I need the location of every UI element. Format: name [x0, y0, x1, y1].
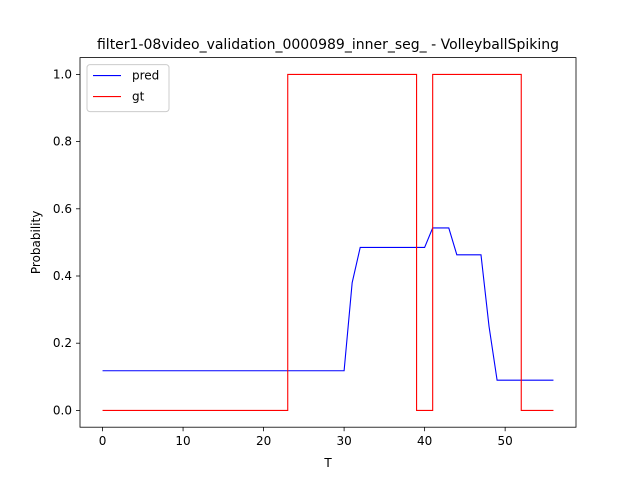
- x-tick-label: 40: [417, 434, 432, 448]
- y-tick-label: 0.4: [53, 269, 72, 283]
- y-tick-label: 0.2: [53, 336, 72, 350]
- x-axis-label: T: [323, 456, 332, 470]
- series-line-gt: [102, 73, 554, 411]
- y-tick-label: 1.0: [53, 67, 72, 81]
- x-tick-label: 30: [336, 434, 351, 448]
- y-tick-label: 0.0: [53, 403, 72, 417]
- plot-frame: [79, 57, 577, 428]
- x-tick-label: 0: [99, 434, 107, 448]
- legend-label-gt: gt: [132, 90, 145, 104]
- y-tick-label: 0.6: [53, 202, 72, 216]
- y-axis-label: Probability: [29, 211, 43, 274]
- chart-title: filter1-08video_validation_0000989_inner…: [97, 37, 559, 53]
- plot-lines: [102, 73, 554, 411]
- legend-label-pred: pred: [132, 69, 159, 83]
- legend-box: [86, 64, 170, 113]
- series-line-pred: [102, 227, 554, 381]
- x-tick-label: 50: [498, 434, 513, 448]
- x-axis-ticks: 0 10 20 30 40 50: [99, 427, 513, 448]
- legend: pred gt: [86, 64, 170, 113]
- x-tick-label: 10: [175, 434, 190, 448]
- x-tick-label: 20: [256, 434, 271, 448]
- y-tick-label: 0.8: [53, 135, 72, 149]
- y-axis-ticks: 0.0 0.2 0.4 0.6 0.8 1.0: [53, 67, 80, 417]
